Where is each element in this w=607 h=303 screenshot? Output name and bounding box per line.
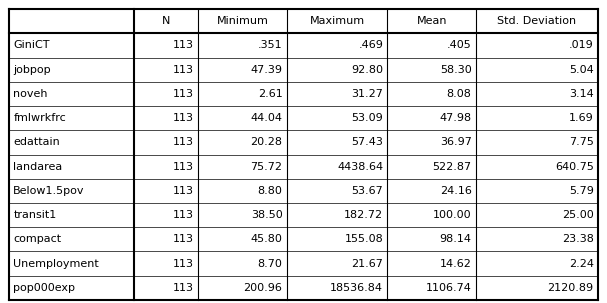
Text: 31.27: 31.27	[351, 89, 383, 99]
Text: .469: .469	[358, 40, 383, 51]
Text: 113: 113	[173, 283, 194, 293]
Text: 113: 113	[173, 210, 194, 220]
Text: transit1: transit1	[13, 210, 56, 220]
Text: 18536.84: 18536.84	[330, 283, 383, 293]
Text: noveh: noveh	[13, 89, 48, 99]
Text: 113: 113	[173, 137, 194, 148]
Text: 53.09: 53.09	[351, 113, 383, 123]
Text: .351: .351	[258, 40, 282, 51]
Text: 8.80: 8.80	[257, 186, 282, 196]
Text: 113: 113	[173, 89, 194, 99]
Text: 182.72: 182.72	[344, 210, 383, 220]
Text: 1106.74: 1106.74	[426, 283, 472, 293]
Text: 14.62: 14.62	[439, 258, 472, 269]
Text: 47.98: 47.98	[439, 113, 472, 123]
Text: 522.87: 522.87	[433, 161, 472, 172]
Text: 53.67: 53.67	[351, 186, 383, 196]
Text: pop000exp: pop000exp	[13, 283, 75, 293]
Text: 155.08: 155.08	[344, 234, 383, 245]
Text: 200.96: 200.96	[243, 283, 282, 293]
Text: 44.04: 44.04	[251, 113, 282, 123]
Text: Mean: Mean	[416, 16, 447, 26]
Text: Maximum: Maximum	[310, 16, 365, 26]
Text: 640.75: 640.75	[555, 161, 594, 172]
Text: Below1.5pov: Below1.5pov	[13, 186, 85, 196]
Text: Unemployment: Unemployment	[13, 258, 99, 269]
Text: 113: 113	[173, 161, 194, 172]
Text: 75.72: 75.72	[251, 161, 282, 172]
Text: 25.00: 25.00	[562, 210, 594, 220]
Text: 92.80: 92.80	[351, 65, 383, 75]
Text: 47.39: 47.39	[251, 65, 282, 75]
Text: 113: 113	[173, 186, 194, 196]
Text: jobpop: jobpop	[13, 65, 51, 75]
Text: .405: .405	[447, 40, 472, 51]
Text: N: N	[162, 16, 171, 26]
Text: 45.80: 45.80	[251, 234, 282, 245]
Text: 1.69: 1.69	[569, 113, 594, 123]
Text: fmlwrkfrc: fmlwrkfrc	[13, 113, 66, 123]
Text: GiniCT: GiniCT	[13, 40, 50, 51]
Text: 8.08: 8.08	[447, 89, 472, 99]
Text: Std. Deviation: Std. Deviation	[497, 16, 577, 26]
Text: 98.14: 98.14	[439, 234, 472, 245]
Text: 113: 113	[173, 113, 194, 123]
Text: 24.16: 24.16	[439, 186, 472, 196]
Text: 4438.64: 4438.64	[337, 161, 383, 172]
Text: 113: 113	[173, 234, 194, 245]
Text: 5.79: 5.79	[569, 186, 594, 196]
Text: 23.38: 23.38	[561, 234, 594, 245]
Text: landarea: landarea	[13, 161, 63, 172]
Text: edattain: edattain	[13, 137, 60, 148]
Text: 8.70: 8.70	[257, 258, 282, 269]
Text: 113: 113	[173, 40, 194, 51]
Text: 100.00: 100.00	[433, 210, 472, 220]
Text: 21.67: 21.67	[351, 258, 383, 269]
Text: compact: compact	[13, 234, 61, 245]
Text: 38.50: 38.50	[251, 210, 282, 220]
Text: 5.04: 5.04	[569, 65, 594, 75]
Text: Minimum: Minimum	[217, 16, 268, 26]
Text: 3.14: 3.14	[569, 89, 594, 99]
Text: 58.30: 58.30	[440, 65, 472, 75]
Text: 113: 113	[173, 65, 194, 75]
Text: 36.97: 36.97	[439, 137, 472, 148]
Text: 7.75: 7.75	[569, 137, 594, 148]
Text: 20.28: 20.28	[251, 137, 282, 148]
Text: 57.43: 57.43	[351, 137, 383, 148]
Text: 113: 113	[173, 258, 194, 269]
Text: .019: .019	[569, 40, 594, 51]
Text: 2.24: 2.24	[569, 258, 594, 269]
Text: 2.61: 2.61	[258, 89, 282, 99]
Text: 2120.89: 2120.89	[548, 283, 594, 293]
